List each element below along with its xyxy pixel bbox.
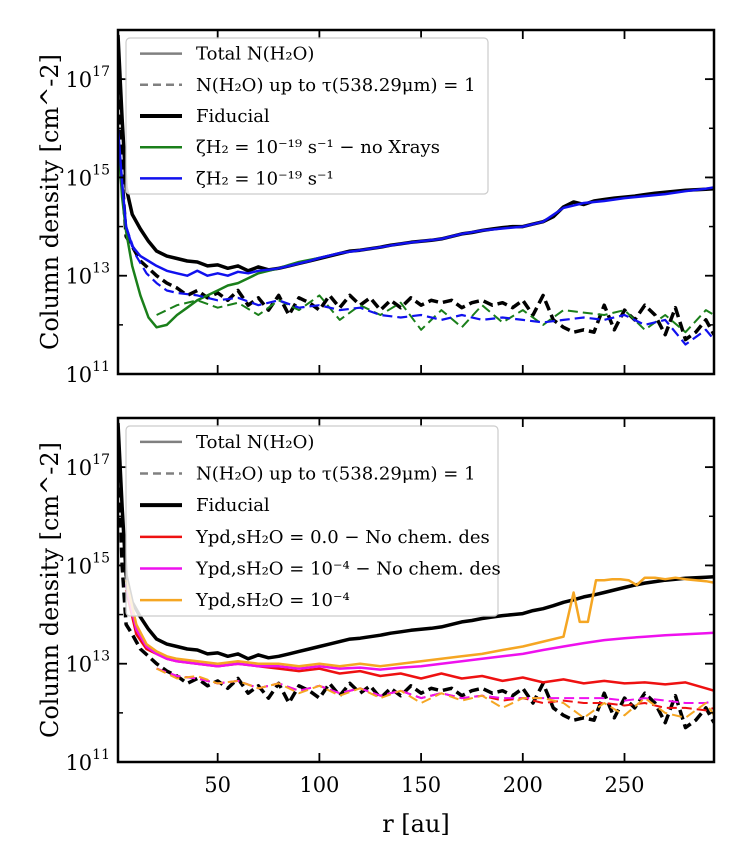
x-tick-label: 200 (503, 773, 543, 797)
top-plot-frame (116, 28, 716, 376)
legend-entry-label: N(H₂O) up to τ(538.29μm) = 1 (196, 464, 476, 485)
legend-entry-label: Total N(H₂O) (196, 44, 314, 65)
top-y-axis-label: Column density [cm^-2] (36, 54, 64, 350)
top-y-ticks: 1011 1013 1015 1017 (65, 29, 714, 387)
legend-entry-label: Fiducial (196, 495, 270, 516)
y-tick-label: 1015 (65, 550, 110, 578)
top-legend: Total N(H₂O) N(H₂O) up to τ(538.29μm) = 1… (125, 37, 489, 195)
y-tick-label: 1015 (65, 162, 110, 190)
series-line-xrays-tau-1 (125, 226, 714, 346)
series-line-fiducial-total (118, 422, 714, 661)
legend-box (125, 37, 489, 195)
legend-entry-label: Ypd,sH₂O = 10⁻⁴ − No chem. des (195, 559, 501, 580)
bottom-legend: Total N(H₂O) N(H₂O) up to τ(538.29μm) = 1… (125, 425, 501, 617)
bottom-x-ticks: 50 100 150 200 250 (204, 418, 645, 797)
series-line-fiducial-tau-1 (118, 442, 714, 730)
x-tick-label: 100 (299, 773, 339, 797)
y-tick-label: 1013 (65, 261, 110, 289)
legend-entry-label: N(H₂O) up to τ(538.29μm) = 1 (196, 75, 476, 96)
bottom-panel: 1011 1013 1015 1017 50 100 150 200 250 Column d… (36, 416, 716, 838)
y-tick-label: 1017 (65, 452, 110, 480)
x-tick-label: 250 (604, 773, 644, 797)
bottom-y-ticks: 1011 1013 1015 1017 (65, 417, 714, 775)
y-tick-label: 1013 (65, 649, 110, 677)
legend-entry-label: ζH₂ = 10⁻¹⁹ s⁻¹ (196, 168, 334, 189)
legend-entry-label: ζH₂ = 10⁻¹⁹ s⁻¹ − no Xrays (196, 137, 440, 158)
series-line-ypd-1e-4-tau-1 (156, 667, 714, 719)
series-line-no-xrays-tau-1 (156, 294, 714, 334)
series-line-xrays-total (118, 128, 714, 277)
legend-entry-label: Total N(H₂O) (196, 432, 314, 453)
series-line-ypd-1e-4-total (124, 576, 714, 668)
top-series-group (118, 34, 714, 346)
legend-entry-label: Ypd,sH₂O = 0.0 − No chem. des (195, 527, 490, 548)
x-tick-label: 50 (204, 773, 231, 797)
y-tick-label: 1011 (65, 359, 110, 387)
y-tick-label: 1017 (65, 64, 110, 92)
y-tick-label: 1011 (65, 747, 110, 775)
x-axis-label: r [au] (382, 810, 450, 838)
series-line-fiducial-tau-1 (118, 54, 714, 342)
bottom-y-axis-label: Column density [cm^-2] (36, 442, 64, 738)
bottom-series-group (118, 422, 714, 730)
series-line-no-chem-des-1e-4-total (124, 584, 714, 671)
legend-box (125, 425, 499, 617)
bottom-plot-frame (116, 416, 716, 764)
legend-entry-label: Fiducial (196, 106, 270, 127)
legend-entry-label: Ypd,sH₂O = 10⁻⁴ (195, 590, 350, 611)
x-tick-label: 150 (401, 773, 441, 797)
